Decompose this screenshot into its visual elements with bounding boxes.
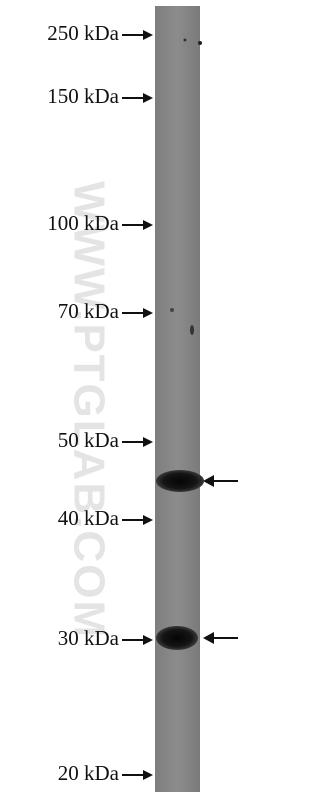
band-arrow-head xyxy=(203,632,214,644)
marker-label: 40 kDa xyxy=(58,506,120,530)
marker-label: 20 kDa xyxy=(58,761,120,785)
speck xyxy=(183,38,187,42)
marker-label: 100 kDa xyxy=(47,211,119,235)
band-arrows xyxy=(203,475,238,644)
marker-label: 30 kDa xyxy=(58,626,120,650)
marker-arrow-head xyxy=(143,220,153,230)
marker-arrow-head xyxy=(143,30,153,40)
gel-lane xyxy=(155,6,200,792)
band xyxy=(156,626,198,650)
marker-arrow-head xyxy=(143,635,153,645)
marker-arrow-head xyxy=(143,515,153,525)
marker-label: 70 kDa xyxy=(58,299,120,323)
speck xyxy=(170,308,174,312)
marker-label: 250 kDa xyxy=(47,21,119,45)
marker-arrow-head xyxy=(143,308,153,318)
marker-ladder: 250 kDa 150 kDa 100 kDa 70 kDa 50 kDa 40 kDa 3… xyxy=(47,21,153,785)
speck xyxy=(198,41,202,45)
marker-arrow-head xyxy=(143,93,153,103)
band xyxy=(156,470,204,492)
band-arrow-head xyxy=(203,475,214,487)
marker-label: 50 kDa xyxy=(58,428,120,452)
marker-arrow-head xyxy=(143,437,153,447)
marker-label: 150 kDa xyxy=(47,84,119,108)
marker-arrow-head xyxy=(143,770,153,780)
watermark: WWW.PTGLAB.COM xyxy=(64,181,113,639)
speck xyxy=(190,325,194,335)
western-blot: WWW.PTGLAB.COM 250 kDa 150 kDa 100 kDa 70 k… xyxy=(47,6,238,792)
